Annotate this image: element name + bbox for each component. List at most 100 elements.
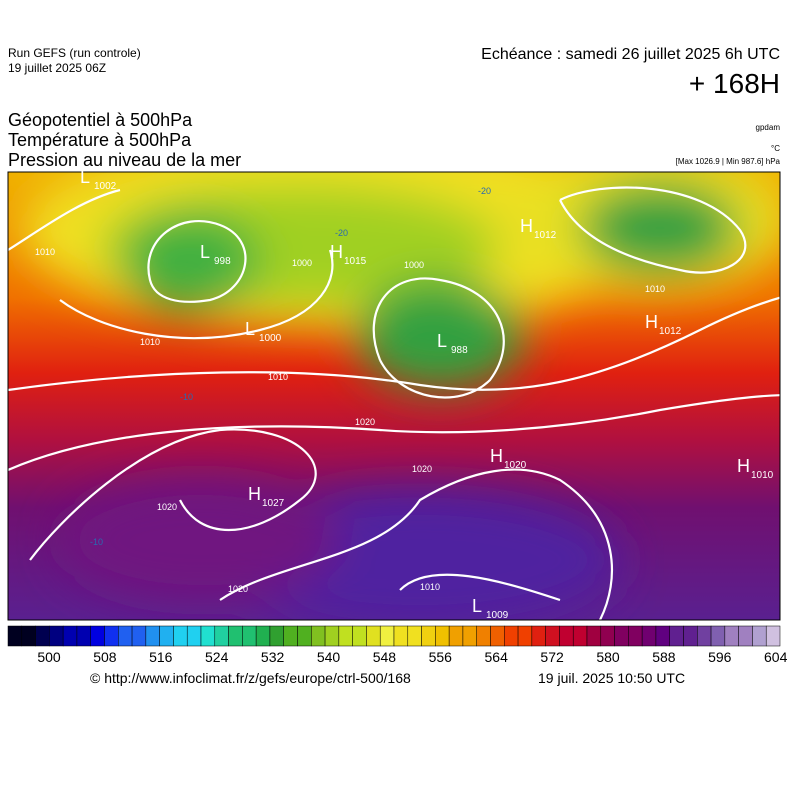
colorbar-cell [7,625,23,647]
update-time: 19 juil. 2025 10:50 UTC [538,670,686,686]
colorbar-cell [393,625,409,647]
colorbar-label: 580 [596,649,620,665]
colorbar-cell [35,625,50,647]
colorbar-cell [655,625,670,647]
isotherm-label: -10 [180,392,193,402]
colorbar-cell [476,625,491,647]
center-value: 1012 [659,326,682,337]
colorbar-cell [118,625,133,647]
center-type: H [248,484,261,504]
colorbar-label: 524 [205,649,229,665]
center-value: 1009 [486,610,509,621]
isotherm-label: -10 [90,537,103,547]
center-type: L [472,596,482,616]
colorbar-cell [242,625,257,647]
forecast: Echéance : samedi 26 juillet 2025 6h UTC [481,46,780,63]
colorbar-cell [90,625,105,647]
colorbar-label: 556 [429,649,453,665]
center-value: 1012 [534,230,557,241]
colorbar-cell [752,625,767,647]
colorbar-cell [710,625,726,647]
unit: gpdam [755,123,780,132]
run-date: 19 juillet 2025 06Z [8,61,107,75]
colorbar-cell [462,625,477,647]
title: Pression au niveau de la mer [8,150,242,170]
center-value: 1002 [94,181,117,192]
colorbar-cell [407,625,422,647]
colorbar-cell [324,625,340,647]
colorbar-cell [338,625,353,647]
unit: [Max 1026.9 | Min 987.6] hPa [675,157,780,166]
colorbar-label: 596 [708,649,732,665]
isobar-label: 1020 [412,464,432,474]
colorbar-cell [311,625,326,647]
title: Température à 500hPa [8,130,192,150]
colorbar-label: 516 [149,649,173,665]
colorbar-cell [62,625,78,647]
isobar-label: 1020 [157,502,177,512]
colorbar-cell [504,625,519,647]
colorbar-cell [283,625,298,647]
colorbar-cell [200,625,216,647]
colorbar-cell [683,625,698,647]
colorbar-label: 508 [93,649,117,665]
colorbar-cell [600,625,615,647]
isobar-label: 1010 [420,582,440,592]
colorbar-cell [145,625,160,647]
center-value: 1027 [262,498,285,509]
center-type: L [437,331,447,351]
center-type: H [645,312,658,332]
center-type: L [245,319,255,339]
colorbar-cell [366,625,381,647]
colorbar-cell [21,625,36,647]
center-type: L [80,167,90,187]
lead-time: + 168H [688,68,780,99]
isobar-label: 1010 [268,372,288,382]
isobar-label: 1020 [228,584,248,594]
colorbar-cell [697,625,712,647]
colorbar-cell [572,625,588,647]
isobar-label: 1010 [140,337,160,347]
colorbar-label: 564 [485,649,509,665]
unit: °C [771,144,780,153]
isobar-label: 1000 [292,258,312,268]
center-value: 1020 [504,460,527,471]
colorbar-label: 588 [652,649,676,665]
run: Run GEFS (run controle) [8,46,141,60]
colorbar-cell [159,625,174,647]
center-type: L [200,242,210,262]
title: Géopotentiel à 500hPa [8,110,193,130]
colorbar-cell [545,625,560,647]
center-type: H [520,216,533,236]
colorbar-cell [517,625,533,647]
colorbar-cell [435,625,450,647]
colorbar-cell [421,625,436,647]
colorbar-cell [131,625,147,647]
center-type: H [490,446,503,466]
center-type: H [330,242,343,262]
center-value: 988 [451,345,468,356]
colorbar-cell [738,625,753,647]
colorbar-cell [614,625,629,647]
isobar-label: 1000 [404,260,424,270]
colorbar-cell [490,625,505,647]
colorbar-label: 532 [261,649,285,665]
center-value: 1000 [259,333,282,344]
colorbar-cell [214,625,229,647]
center-type: H [737,456,750,476]
colorbar-cell [186,625,202,647]
colorbar-label: 604 [764,649,788,665]
colorbar-cell [269,625,284,647]
isobar-label: 1010 [645,284,665,294]
colorbar-cell [448,625,464,647]
colorbar-label: 540 [317,649,341,665]
colorbar-cell [173,625,188,647]
colorbar-cell [724,625,739,647]
colorbar-cell [104,625,119,647]
colorbar-cell [559,625,574,647]
center-value: 1010 [751,470,774,481]
colorbar-cell [297,625,312,647]
colorbar-cell [228,625,243,647]
